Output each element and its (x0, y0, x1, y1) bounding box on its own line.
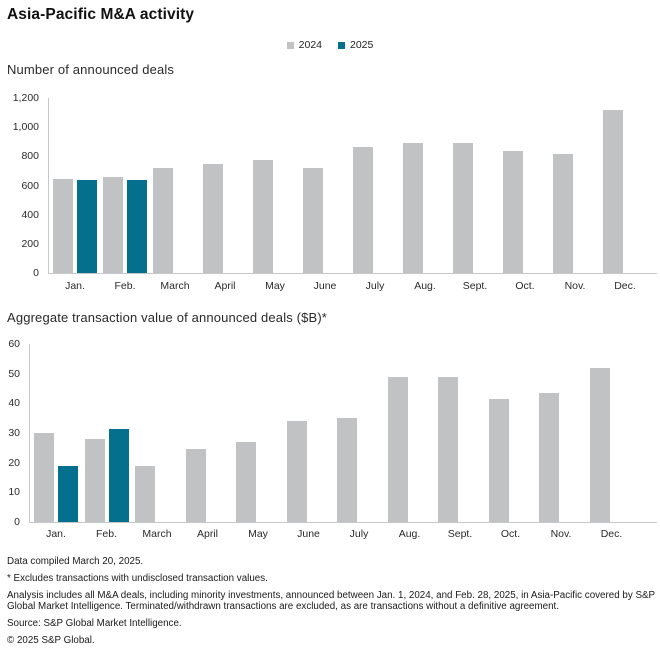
methodology-note: Analysis includes all M&A deals, includi… (7, 590, 655, 612)
x-axis-line (48, 273, 657, 274)
x-axis-line (29, 522, 657, 523)
bar-2024-nov (539, 392, 559, 522)
bar-2024-aug (403, 143, 423, 273)
legend-item-2025: 2025 (338, 39, 373, 51)
x-tick-label-april: April (214, 280, 236, 292)
y-tick-label: 1,000 (12, 121, 39, 134)
y-tick-label: 30 (8, 427, 20, 439)
x-tick-label-nov: Nov. (564, 280, 586, 292)
x-tick-label-oct: Oct. (500, 528, 521, 540)
bar-2024-april (203, 164, 223, 273)
legend-swatch-icon-2024 (286, 41, 294, 49)
bar-2024-dec (603, 109, 623, 273)
y-tick-label: 0 (14, 516, 20, 528)
y-tick-label: 10 (8, 486, 20, 499)
legend-label-2024: 2024 (298, 39, 322, 51)
bar-2024-dec (589, 367, 610, 522)
y-tick-label: 200 (21, 237, 39, 250)
legend: 2024 2025 (0, 39, 660, 51)
bar-2025-jan (77, 180, 97, 273)
y-tick-label: 40 (8, 397, 20, 410)
y-tick-label: 1,200 (12, 92, 39, 104)
y-tick-label: 400 (21, 208, 39, 221)
x-tick-label-july: July (365, 280, 385, 292)
footer: Data compiled March 20, 2025. * Excludes… (7, 556, 655, 652)
x-tick-label-june: June (313, 280, 337, 292)
bar-2024-feb (84, 438, 105, 522)
x-tick-label-dec: Dec. (600, 528, 623, 540)
y-axis-line (48, 98, 49, 273)
y-axis-line (29, 344, 30, 522)
x-tick-label-sept: Sept. (447, 528, 473, 540)
bar-2024-march (135, 465, 155, 522)
x-tick-label-may: May (265, 280, 285, 292)
legend-swatch-icon-2025 (338, 41, 345, 49)
deals-chart-subtitle: Number of announced deals (7, 62, 175, 77)
bar-2024-aug (387, 376, 408, 522)
copyright-note: © 2025 S&P Global. (7, 635, 95, 646)
legend-label-2025: 2025 (350, 39, 374, 51)
bar-2024-march (153, 168, 173, 273)
y-tick-label: 50 (8, 367, 20, 380)
x-tick-label-march: March (160, 280, 190, 292)
x-tick-label-feb: Feb. (114, 280, 136, 292)
legend-item-2024: 2024 (286, 39, 322, 51)
data-compiled-note: Data compiled March 20, 2025. (7, 556, 144, 567)
x-tick-label-june: June (297, 528, 320, 540)
x-tick-label-may: May (248, 528, 268, 540)
x-tick-label-oct: Oct. (515, 280, 535, 292)
bar-2024-feb (103, 177, 123, 273)
bar-2024-oct (503, 150, 523, 273)
bar-2024-oct (488, 398, 509, 522)
source-note: Source: S&P Global Market Intelligence. (7, 618, 182, 629)
x-tick-label-sept: Sept. (462, 280, 488, 292)
bar-2025-feb (108, 428, 129, 522)
y-tick-label: 60 (8, 338, 20, 350)
bar-2024-april (185, 449, 206, 522)
bar-2024-may (253, 159, 273, 273)
bar-2024-jan (53, 178, 73, 273)
x-tick-label-nov: Nov. (550, 528, 572, 540)
x-tick-label-march: March (142, 528, 172, 540)
footnote-undisclosed: * Excludes transactions with undisclosed… (7, 573, 268, 584)
bar-2025-feb (127, 179, 147, 273)
bar-2024-july (337, 418, 357, 522)
x-tick-label-dec: Dec. (614, 280, 636, 292)
x-tick-label-april: April (196, 528, 218, 540)
bar-2024-sept (453, 143, 473, 273)
y-tick-label: 20 (8, 456, 20, 469)
bar-2024-july (353, 146, 373, 273)
value-chart-subtitle: Aggregate transaction value of announced… (7, 310, 328, 325)
y-tick-label: 600 (21, 179, 39, 192)
bar-2024-sept (438, 376, 458, 522)
x-tick-label-july: July (349, 528, 369, 540)
bar-2024-june (286, 421, 307, 522)
bar-2024-june (303, 168, 323, 273)
bar-2024-nov (553, 154, 573, 273)
y-tick-label: 800 (21, 150, 39, 163)
x-tick-label-jan: Jan. (65, 280, 85, 292)
page-title: Asia-Pacific M&A activity (7, 6, 195, 23)
bar-2025-jan (58, 465, 78, 522)
bar-2024-jan (34, 433, 54, 522)
x-tick-label-aug: Aug. (414, 280, 436, 292)
x-tick-label-jan: Jan. (46, 528, 66, 540)
bar-2024-may (236, 441, 256, 522)
x-tick-label-feb: Feb. (95, 528, 117, 540)
x-tick-label-aug: Aug. (398, 528, 421, 540)
y-tick-label: 0 (33, 267, 39, 279)
